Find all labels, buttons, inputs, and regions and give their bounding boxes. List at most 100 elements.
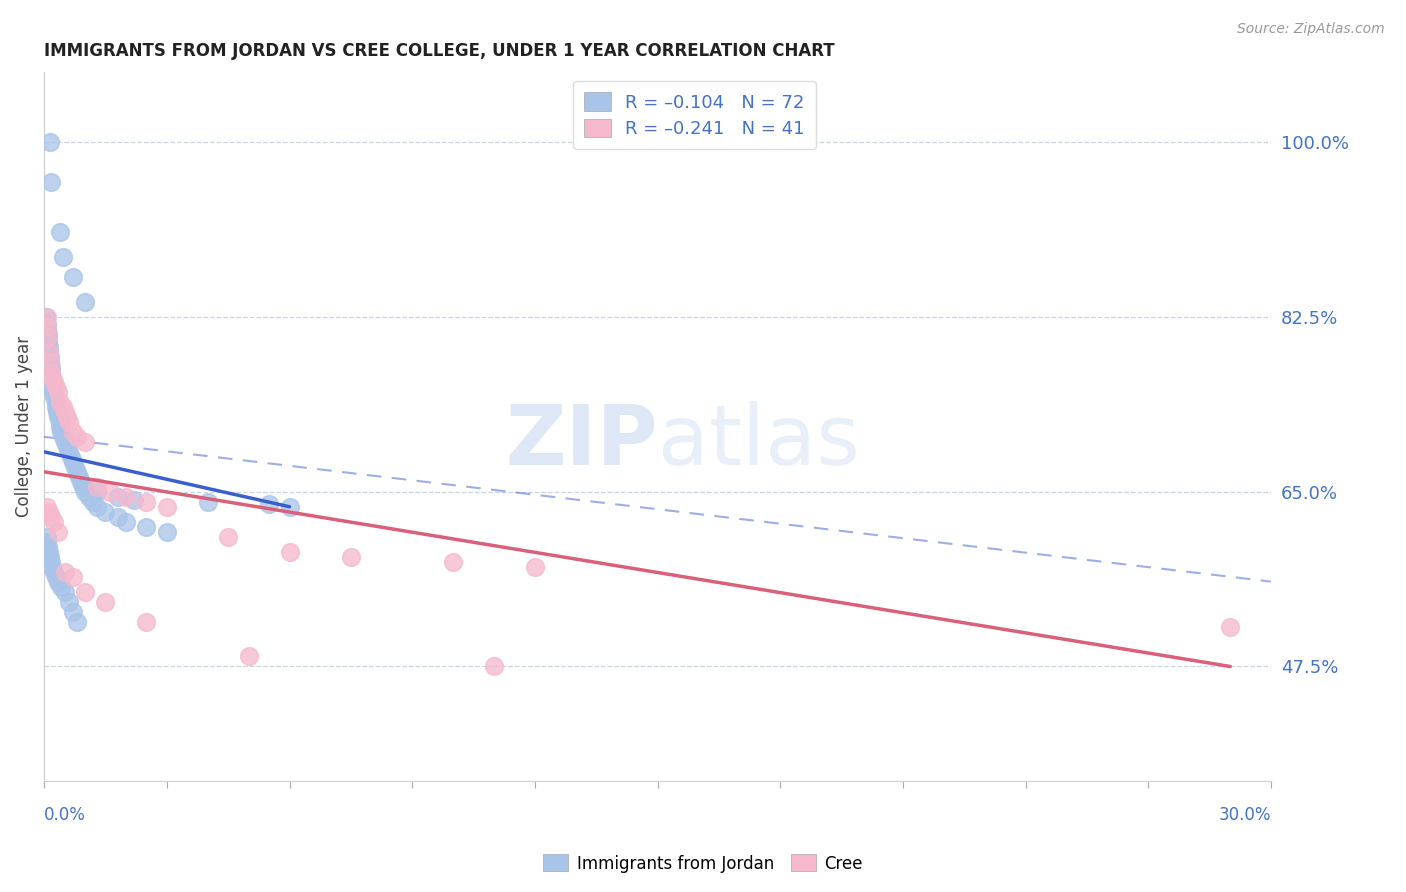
Point: [38, 355, 60, 369]
Point: [53, 584, 76, 599]
Point: [1219, 619, 1241, 633]
Point: [41, 380, 63, 394]
Point: [523, 559, 546, 574]
Point: [42, 565, 65, 579]
Point: [37, 500, 59, 514]
Point: [51, 430, 73, 444]
Point: [44, 515, 66, 529]
Point: [94, 594, 117, 608]
Point: [238, 649, 260, 664]
Point: [135, 615, 157, 629]
Point: [58, 445, 80, 459]
Point: [53, 434, 76, 449]
Y-axis label: College, Under 1 year: College, Under 1 year: [15, 336, 32, 517]
Point: [35, 530, 58, 544]
Point: [48, 409, 70, 424]
Point: [62, 455, 84, 469]
Point: [58, 594, 80, 608]
Point: [62, 605, 84, 619]
Point: [86, 480, 108, 494]
Point: [66, 465, 89, 479]
Point: [46, 405, 69, 419]
Point: [217, 530, 239, 544]
Point: [41, 509, 63, 524]
Point: [115, 515, 138, 529]
Text: Source: ZipAtlas.com: Source: ZipAtlas.com: [1237, 22, 1385, 37]
Point: [51, 580, 73, 594]
Point: [44, 390, 66, 404]
Point: [41, 370, 63, 384]
Point: [441, 555, 464, 569]
Point: [37, 540, 59, 554]
Point: [73, 480, 96, 494]
Point: [278, 500, 301, 514]
Point: [41, 175, 63, 189]
Point: [48, 384, 70, 399]
Point: [53, 405, 76, 419]
Legend: R = –0.104   N = 72, R = –0.241   N = 41: R = –0.104 N = 72, R = –0.241 N = 41: [574, 81, 815, 149]
Point: [51, 250, 73, 264]
Point: [77, 490, 100, 504]
Point: [115, 490, 138, 504]
Point: [63, 459, 86, 474]
Point: [39, 136, 62, 150]
Point: [66, 615, 89, 629]
Point: [51, 400, 73, 414]
Point: [48, 574, 70, 589]
Point: [340, 549, 363, 564]
Text: IMMIGRANTS FROM JORDAN VS CREE COLLEGE, UNDER 1 YEAR CORRELATION CHART: IMMIGRANTS FROM JORDAN VS CREE COLLEGE, …: [44, 42, 835, 60]
Point: [37, 330, 59, 344]
Point: [82, 494, 104, 508]
Point: [39, 355, 62, 369]
Point: [86, 500, 108, 514]
Point: [45, 400, 67, 414]
Point: [156, 500, 179, 514]
Point: [197, 494, 219, 508]
Point: [38, 544, 60, 558]
Point: [45, 395, 67, 409]
Point: [35, 310, 58, 324]
Point: [156, 524, 179, 539]
Point: [49, 420, 72, 434]
Point: [37, 326, 59, 341]
Point: [39, 555, 62, 569]
Point: [38, 345, 60, 359]
Point: [45, 569, 67, 583]
Point: [48, 524, 70, 539]
Point: [37, 333, 59, 347]
Point: [135, 494, 157, 508]
Text: 0.0%: 0.0%: [44, 806, 86, 824]
Point: [482, 659, 505, 673]
Point: [49, 225, 72, 239]
Point: [73, 434, 96, 449]
Point: [278, 544, 301, 558]
Point: [107, 490, 129, 504]
Point: [55, 440, 77, 454]
Point: [38, 505, 60, 519]
Point: [94, 505, 117, 519]
Point: [39, 365, 62, 379]
Point: [41, 375, 63, 389]
Point: [51, 425, 73, 439]
Point: [42, 384, 65, 399]
Point: [59, 450, 82, 464]
Text: 30.0%: 30.0%: [1219, 806, 1271, 824]
Legend: Immigrants from Jordan, Cree: Immigrants from Jordan, Cree: [537, 847, 869, 880]
Point: [72, 480, 94, 494]
Point: [73, 295, 96, 310]
Point: [35, 317, 58, 331]
Point: [66, 430, 89, 444]
Point: [67, 470, 90, 484]
Point: [257, 497, 280, 511]
Point: [35, 310, 58, 324]
Point: [107, 509, 129, 524]
Point: [73, 484, 96, 499]
Text: ZIP: ZIP: [505, 401, 658, 482]
Point: [38, 549, 60, 564]
Point: [122, 492, 145, 507]
Point: [98, 484, 121, 499]
Text: atlas: atlas: [658, 401, 859, 482]
Point: [49, 395, 72, 409]
Point: [45, 380, 67, 394]
Point: [37, 320, 59, 334]
